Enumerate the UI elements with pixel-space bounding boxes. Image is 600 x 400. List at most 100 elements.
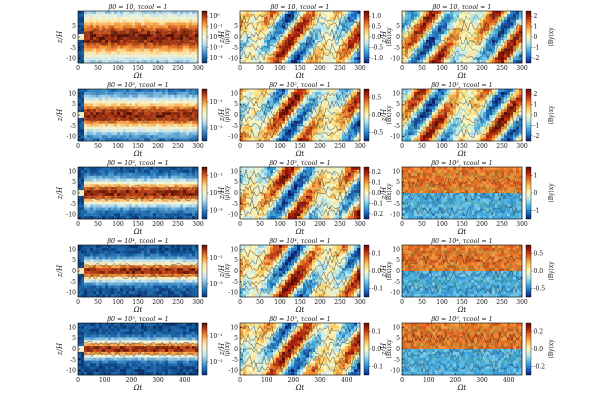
y-tick-label: -5	[232, 123, 238, 130]
heatmap-cell	[468, 109, 472, 113]
heatmap-cell	[465, 126, 469, 130]
heatmap-cell	[321, 109, 325, 113]
heatmap-cell	[186, 34, 190, 38]
heatmap-cell	[321, 51, 325, 55]
heatmap-cell	[408, 94, 412, 98]
heatmap-cell	[150, 28, 154, 32]
heatmap-cell	[117, 112, 121, 116]
heatmap-cell	[462, 34, 466, 38]
heatmap-cell	[192, 97, 196, 101]
heatmap-cell	[408, 112, 412, 116]
heatmap-cell	[258, 48, 262, 52]
heatmap-cell	[267, 120, 271, 124]
heatmap-cell	[240, 54, 244, 58]
heatmap-cell	[480, 22, 484, 26]
heatmap-cell	[129, 195, 133, 200]
heatmap-cell	[246, 13, 250, 18]
heatmap-cell	[423, 57, 427, 61]
heatmap-cell	[459, 31, 463, 35]
heatmap-cell	[102, 190, 106, 194]
heatmap-cell	[273, 117, 277, 122]
heatmap-cell	[318, 22, 322, 26]
heatmap-cell	[438, 37, 442, 41]
heatmap-cell	[144, 16, 148, 20]
heatmap-cell	[486, 106, 490, 110]
heatmap-cell	[468, 11, 472, 15]
heatmap-cell	[132, 138, 136, 142]
heatmap-cell	[189, 112, 193, 116]
heatmap-cell	[258, 57, 262, 61]
heatmap-cell	[288, 135, 292, 139]
heatmap-cell	[471, 11, 475, 15]
heatmap-cell	[264, 45, 268, 49]
contour-line	[239, 28, 361, 39]
heatmap-cell	[96, 198, 100, 202]
heatmap-cell	[144, 115, 148, 119]
heatmap-cell	[414, 129, 418, 133]
heatmap-cell	[159, 19, 163, 23]
heatmap-cell	[429, 120, 433, 124]
heatmap-cell	[516, 120, 520, 124]
heatmap-cell	[297, 57, 301, 61]
heatmap-cell	[429, 117, 433, 122]
heatmap-cell	[342, 129, 346, 133]
heatmap-cell	[108, 91, 112, 96]
heatmap-cell	[261, 25, 265, 29]
heatmap-cell	[105, 132, 109, 136]
heatmap-cell	[120, 89, 124, 93]
heatmap-cell	[195, 97, 199, 101]
heatmap-cell	[141, 89, 145, 93]
heatmap-cell	[195, 25, 199, 29]
heatmap-cell	[120, 100, 124, 104]
heatmap-cell	[348, 54, 352, 58]
colorbar-label: ⟨ρ⟩xy	[224, 29, 231, 45]
heatmap-cell	[180, 39, 184, 44]
heatmap-cell	[414, 31, 418, 35]
heatmap-cell	[309, 91, 313, 96]
heatmap-cell	[405, 22, 409, 26]
heatmap-cell	[489, 138, 493, 142]
heatmap-cell	[285, 42, 289, 46]
heatmap-cell	[177, 100, 181, 104]
heatmap-cell	[105, 112, 109, 116]
heatmap-cell	[444, 39, 448, 44]
heatmap-cell	[282, 57, 286, 61]
heatmap-cell	[192, 39, 196, 44]
heatmap-cell	[243, 25, 247, 29]
heatmap-cell	[507, 48, 511, 52]
heatmap-cell	[129, 207, 133, 211]
heatmap-cell	[240, 109, 244, 113]
heatmap-cell	[189, 132, 193, 136]
heatmap-cell	[183, 57, 187, 61]
heatmap-cell	[93, 129, 97, 133]
heatmap-cell	[171, 123, 175, 127]
heatmap-cell	[501, 11, 505, 15]
heatmap-cell	[267, 57, 271, 61]
heatmap-cell	[132, 100, 136, 104]
heatmap-cell	[162, 37, 166, 41]
heatmap-cell	[174, 11, 178, 15]
heatmap-cell	[156, 126, 160, 130]
y-tick-label: -5	[70, 45, 76, 52]
heatmap-cell	[105, 22, 109, 26]
heatmap-cell	[483, 28, 487, 32]
heatmap-cell	[267, 112, 271, 116]
heatmap-cell	[459, 54, 463, 58]
heatmap-cell	[309, 54, 313, 58]
heatmap-cell	[153, 106, 157, 110]
heatmap-cell	[81, 135, 85, 139]
heatmap-cell	[411, 120, 415, 124]
heatmap-cell	[300, 135, 304, 139]
heatmap-cell	[195, 100, 199, 104]
heatmap-cell	[333, 126, 337, 130]
heatmap-cell	[447, 109, 451, 113]
heatmap-cell	[270, 51, 274, 55]
heatmap-cell	[483, 97, 487, 101]
heatmap-cell	[423, 117, 427, 122]
heatmap-cell	[465, 115, 469, 119]
heatmap-cell	[321, 42, 325, 46]
heatmap-cell	[489, 94, 493, 98]
heatmap-cell	[321, 129, 325, 133]
heatmap-cell	[144, 167, 148, 171]
heatmap-cell	[456, 34, 460, 38]
